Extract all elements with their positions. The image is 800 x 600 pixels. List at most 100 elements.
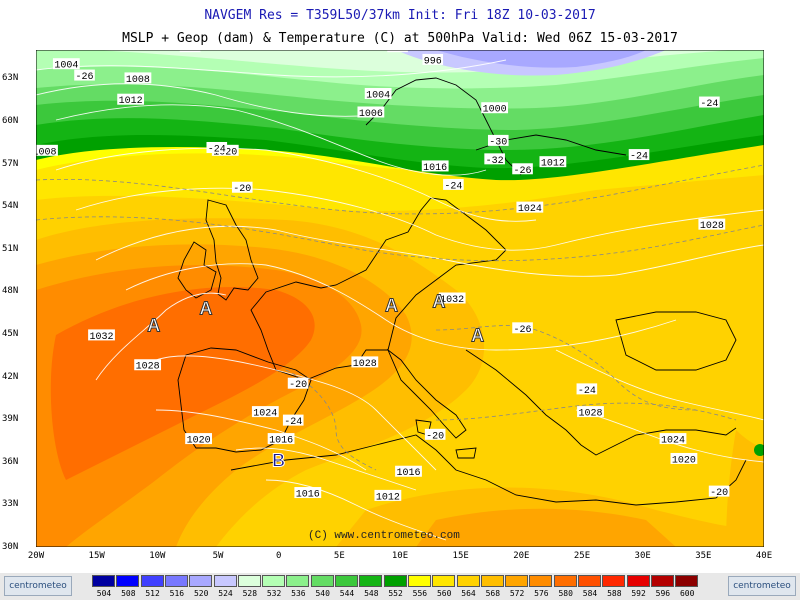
isotherm-label-text: -24 <box>284 417 302 428</box>
scale-value-label: 572 <box>509 589 525 598</box>
isobar-label: 1020 <box>670 452 698 466</box>
isobar-label-text: 1028 <box>578 409 602 420</box>
isobar-label-text: 1020 <box>672 455 696 466</box>
isobar-label-text: 1016 <box>269 436 293 447</box>
high-pressure-center: A <box>199 298 212 318</box>
isobar-label-bg <box>374 489 402 501</box>
isotherm-label: -32 <box>484 153 505 167</box>
isobar-label-bg <box>698 218 726 230</box>
longitude-label: 20W <box>27 551 45 561</box>
isobar-label: 1004 <box>52 58 80 72</box>
isobar-label: 996 <box>422 53 444 67</box>
isobar-label-bg <box>185 433 212 445</box>
isobar-label-text: 1028 <box>136 362 160 373</box>
copyright-text: (C) www.centrometeo.com <box>308 530 460 542</box>
isobar-label-bg <box>117 93 145 105</box>
isobar-1008 <box>36 83 377 117</box>
isotherm-label-bg <box>487 134 509 146</box>
coast-west-europe <box>250 197 507 381</box>
isobar-1020 <box>75 187 764 251</box>
isobar-label-text: 1032 <box>440 295 464 306</box>
isotherm-n24-east <box>435 402 737 421</box>
isobars <box>36 59 764 541</box>
isotherm-label: -20 <box>287 377 309 391</box>
isobar-label-bg <box>294 487 322 499</box>
isotherm-label-text: -32 <box>181 50 199 55</box>
coast-italy <box>386 348 467 439</box>
isobar-1024-south <box>155 355 437 471</box>
longitude-label: 10E <box>391 551 409 561</box>
isobar-label: 1028 <box>698 218 726 232</box>
scale-swatch <box>262 575 286 587</box>
isotherm-label-text: -20 <box>233 184 251 195</box>
latitude-label: 54N <box>2 201 19 212</box>
scale-swatch <box>529 575 553 587</box>
isobar-label: 1020 <box>185 433 212 447</box>
scale-swatch <box>359 575 383 587</box>
isotherm-label-bg <box>282 414 304 426</box>
isotherm-label-text: -20 <box>710 488 728 499</box>
isobar-label: 1032 <box>438 292 466 306</box>
isotherm-label: -24 <box>443 178 464 192</box>
longitude-label: 25E <box>573 551 591 561</box>
latitude-label: 30N <box>2 542 19 552</box>
longitude-label: 35E <box>695 551 712 561</box>
scale-value-label: 564 <box>461 589 476 598</box>
longitude-label: 30E <box>634 551 651 561</box>
isobar-1032 <box>95 292 227 381</box>
isotherm-n26 <box>435 325 697 411</box>
isobar-label-bg <box>357 106 385 118</box>
isotherm-label-text: -30 <box>489 137 507 148</box>
scale-swatch <box>553 575 577 587</box>
isotherm-label: -24 <box>282 414 304 428</box>
isotherm-label-bg <box>512 163 533 175</box>
scale-value-label: 548 <box>364 589 379 598</box>
isobar-label-text: 1016 <box>423 163 447 174</box>
scale-swatch <box>335 575 358 587</box>
isotherm-label-text: -26 <box>76 72 94 83</box>
isotherm-label-text: -26 <box>514 166 532 177</box>
longitude-label: 5E <box>333 551 345 561</box>
isotherm-label: -20 <box>424 428 446 442</box>
isobar-label: 1028 <box>351 356 379 370</box>
latitude-label: 63N <box>2 73 19 84</box>
isobar-label-bg <box>577 406 604 418</box>
isobar-label: 1012 <box>117 93 145 107</box>
isobar-1016 <box>55 147 537 222</box>
isobar-label-text: 1008 <box>126 75 150 86</box>
isobar-1020-south <box>155 409 367 471</box>
isobar-label: 1008 <box>124 72 152 86</box>
scale-value-label: 552 <box>388 589 403 598</box>
isobar-label: 1006 <box>357 106 385 120</box>
isobar-1004 <box>36 59 507 78</box>
isobar-label: 1000 <box>481 102 509 116</box>
scale-value-label: 524 <box>218 589 233 598</box>
coast-black-sea <box>615 311 737 371</box>
isobar-label-bg <box>539 156 567 168</box>
isotherm-n24 <box>36 164 764 215</box>
isotherm-label-text: -24 <box>208 144 226 155</box>
longitude-label: 40E <box>755 551 773 561</box>
isobar-label: 1012 <box>539 156 567 170</box>
isobar-label: 1016 <box>267 433 295 447</box>
scale-swatch <box>92 575 115 587</box>
scale-swatch <box>237 575 261 587</box>
scale-swatch <box>602 575 626 587</box>
isobar-label-bg <box>351 356 379 368</box>
isobar-label: 1024 <box>251 406 279 420</box>
isobar-label-text: 1004 <box>366 91 390 102</box>
coast-sicily <box>455 447 477 459</box>
isobar-label-text: 1004 <box>54 61 78 72</box>
high-pressure-center: A <box>147 315 160 335</box>
isotherm-label-text: -20 <box>289 380 307 391</box>
isotherm-label-text: -24 <box>578 386 596 397</box>
isotherm-label-text: -26 <box>514 325 532 336</box>
latitude-label: 39N <box>2 414 19 425</box>
isobar-label: 1012 <box>374 489 402 503</box>
isotherm-label-bg <box>206 141 228 153</box>
band-552-corner <box>754 444 764 456</box>
scale-swatch <box>164 575 188 587</box>
scale-swatch <box>505 575 529 587</box>
longitude-label: 15W <box>88 551 105 561</box>
latitude-label: 51N <box>2 243 19 254</box>
